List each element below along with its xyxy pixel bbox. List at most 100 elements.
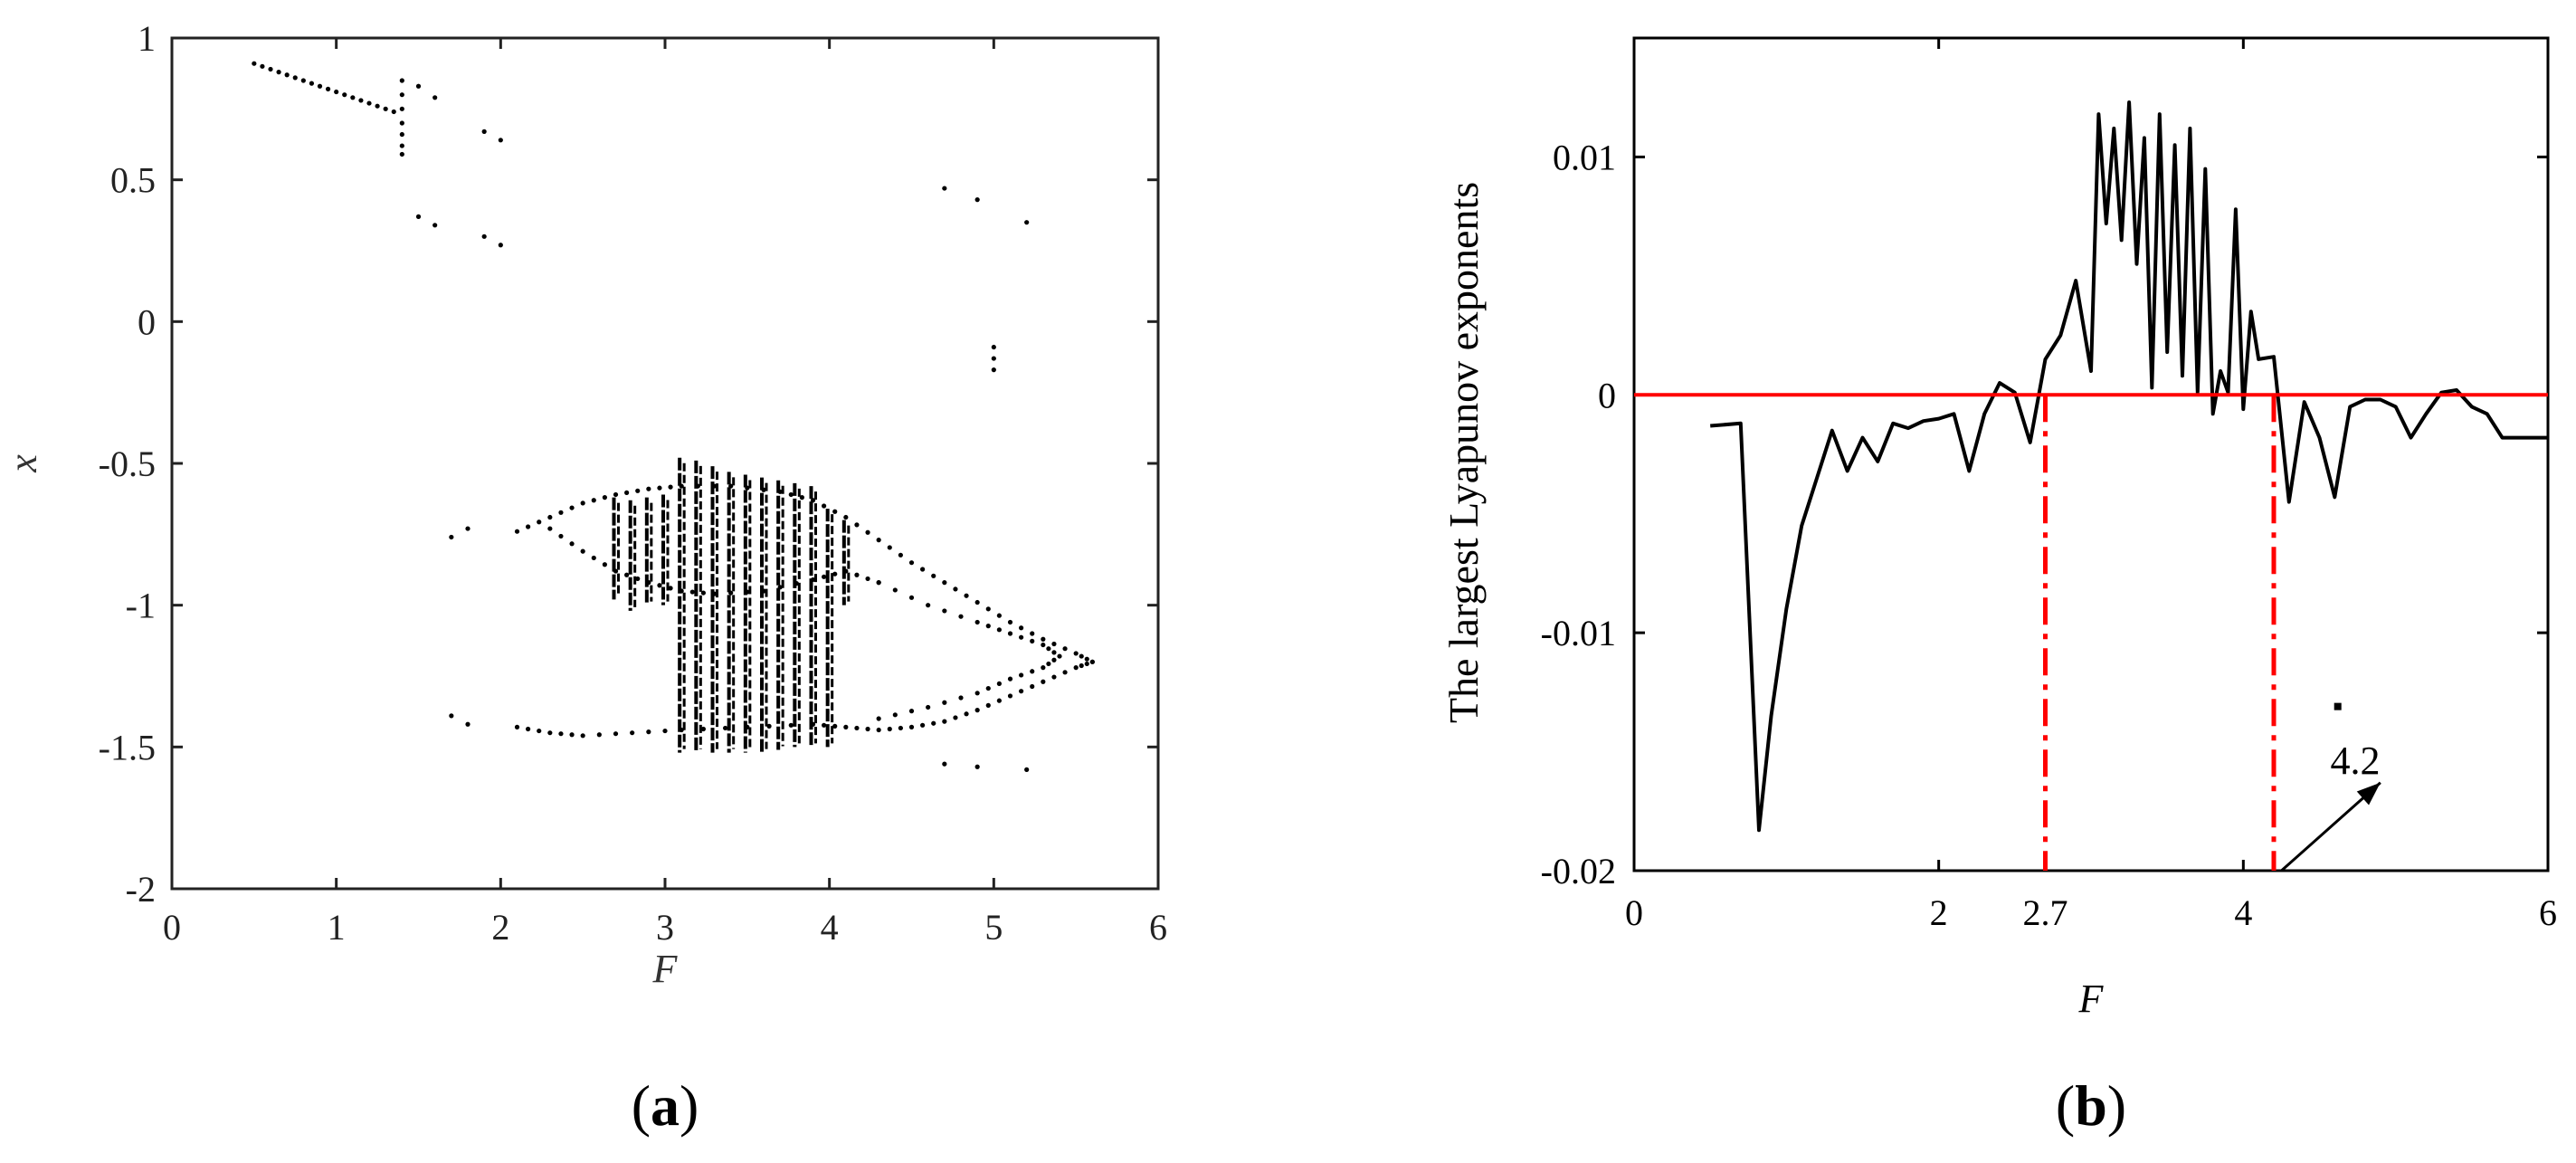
data-point (580, 548, 585, 554)
plot-b-x-tick-labels: 0 2 4 6 2.7 (1625, 892, 2557, 933)
data-point (985, 685, 991, 691)
plot-b-x-tick-label-2-7: 2.7 (2023, 892, 2068, 933)
data-point (854, 572, 860, 577)
data-point (1019, 625, 1024, 631)
plot-a-y-axis-label: x (1, 454, 45, 473)
data-point (996, 698, 1002, 703)
data-point (300, 78, 306, 83)
data-point (908, 595, 915, 600)
data-point (964, 711, 969, 717)
data-point (1030, 638, 1035, 643)
data-point (668, 586, 673, 591)
plot-a-frame (170, 36, 1160, 891)
data-point (646, 729, 651, 735)
data-point (942, 761, 947, 767)
data-point (908, 724, 915, 730)
data-point (602, 495, 607, 500)
data-point (569, 732, 575, 738)
data-point (1046, 646, 1051, 652)
plot-a-x-tick-label: 0 (163, 907, 181, 948)
plot-a-x-tick-label: 4 (821, 907, 839, 948)
plot-b-ticks (1632, 38, 2550, 872)
data-point (317, 83, 323, 89)
plot-b-y-tick-label: 0.01 (1553, 137, 1616, 177)
data-point (931, 720, 936, 726)
plot-a-y-tick-label: -0.5 (99, 443, 156, 484)
plot-b-x-tick-label: 0 (1625, 892, 1643, 933)
data-point (399, 92, 404, 98)
data-point (876, 727, 881, 733)
data-point (465, 721, 471, 727)
data-point (953, 715, 958, 720)
data-point (449, 534, 454, 540)
data-point (613, 491, 619, 498)
data-point (596, 732, 602, 738)
plot-b-y-tick-labels: 0.01 0 -0.01 -0.02 (1541, 137, 1616, 891)
plot-a-y-tick-label: -2 (126, 869, 156, 910)
data-point (1079, 663, 1084, 669)
data-point (1030, 669, 1035, 674)
panel-a-letter: a (651, 1073, 680, 1138)
data-point (635, 488, 641, 493)
data-point (391, 109, 396, 115)
data-point (942, 580, 947, 586)
data-point (822, 722, 827, 728)
data-point (887, 545, 892, 550)
data-point (728, 483, 734, 489)
data-point (1073, 651, 1079, 656)
data-point (1007, 631, 1013, 636)
data-point (942, 719, 947, 724)
data-point (514, 529, 520, 534)
data-point (788, 722, 794, 728)
data-point (465, 526, 471, 531)
data-point (1041, 679, 1046, 684)
data-point (876, 716, 881, 721)
data-point (991, 356, 996, 361)
data-point (366, 100, 372, 106)
data-point (252, 61, 257, 66)
data-point (1030, 683, 1035, 690)
data-point (1084, 656, 1089, 662)
data-point (985, 606, 991, 612)
data-point (1024, 220, 1030, 225)
panel-b-close-paren: ) (2107, 1073, 2126, 1138)
plot-b-x-tick-label: 6 (2539, 892, 2557, 933)
plot-b-series (1710, 100, 2548, 833)
data-point (415, 83, 422, 89)
data-point (898, 725, 903, 731)
plot-a-points (252, 61, 1095, 773)
data-point (985, 624, 991, 629)
data-point (433, 223, 438, 228)
plot-b-overlay (1634, 393, 2548, 872)
annotation-4-2: 4.2 (2331, 739, 2381, 783)
panel-b-letter: b (2075, 1073, 2107, 1138)
data-point (1041, 636, 1046, 642)
data-point (892, 587, 898, 593)
data-point (668, 484, 673, 490)
data-point (1051, 650, 1057, 655)
data-point (822, 574, 827, 579)
data-point (399, 120, 404, 126)
data-point (1057, 653, 1062, 659)
data-point (974, 708, 980, 713)
data-point (723, 725, 728, 731)
data-point (602, 562, 607, 567)
data-point (1030, 631, 1035, 636)
data-point (887, 726, 892, 732)
data-point (449, 713, 454, 719)
data-point (383, 106, 388, 111)
data-point (657, 485, 662, 491)
data-point (843, 724, 849, 730)
data-point (996, 627, 1002, 633)
data-point (558, 533, 564, 539)
plot-a-y-tick-label: -1.5 (99, 727, 156, 767)
data-point (799, 495, 804, 500)
data-point (700, 726, 706, 732)
data-point (268, 66, 273, 72)
data-point (657, 583, 662, 588)
data-point (843, 514, 849, 520)
data-point (854, 522, 860, 528)
data-point (334, 89, 339, 95)
data-point (974, 197, 980, 203)
data-point (832, 571, 838, 577)
